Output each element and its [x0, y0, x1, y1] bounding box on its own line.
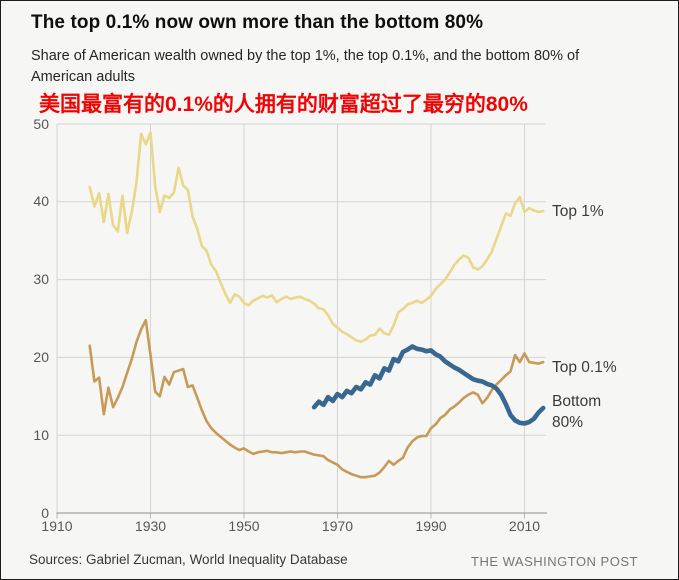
annotation-chinese: 美国最富有的0.1%的人拥有的财富超过了最穷的80%	[39, 93, 528, 116]
line-top-0-1-	[88, 318, 545, 479]
y-tick-label: 50	[33, 115, 49, 132]
y-tick-label: 20	[33, 348, 49, 365]
publisher-credit: THE WASHINGTON POST	[471, 554, 638, 569]
source-credit: Sources: Gabriel Zucman, World Inequalit…	[29, 552, 348, 567]
chart-subtitle: Share of American wealth owned by the to…	[31, 48, 580, 85]
series-label-top-0p1pct: Top 0.1%	[552, 359, 617, 376]
line-top-1-	[88, 131, 545, 344]
series-label-bottom-80pct: Bottom 80%	[552, 393, 602, 431]
x-tick-label: 1950	[228, 518, 260, 534]
y-tick-label: 10	[33, 426, 49, 443]
x-tick-label: 1970	[321, 518, 354, 534]
y-tick-label: 30	[33, 271, 49, 288]
series-label-top-1pct: Top 1%	[552, 203, 604, 220]
x-tick-label: 1910	[41, 518, 73, 534]
x-tick-label: 1930	[134, 518, 167, 534]
x-tick-label: 1990	[415, 518, 447, 534]
x-tick-label: 2010	[508, 518, 541, 534]
line-bottom-80-	[311, 344, 546, 426]
y-tick-label: 0	[41, 504, 49, 521]
y-tick-label: 40	[33, 193, 49, 210]
chart-title: The top 0.1% now own more than the botto…	[31, 12, 484, 33]
